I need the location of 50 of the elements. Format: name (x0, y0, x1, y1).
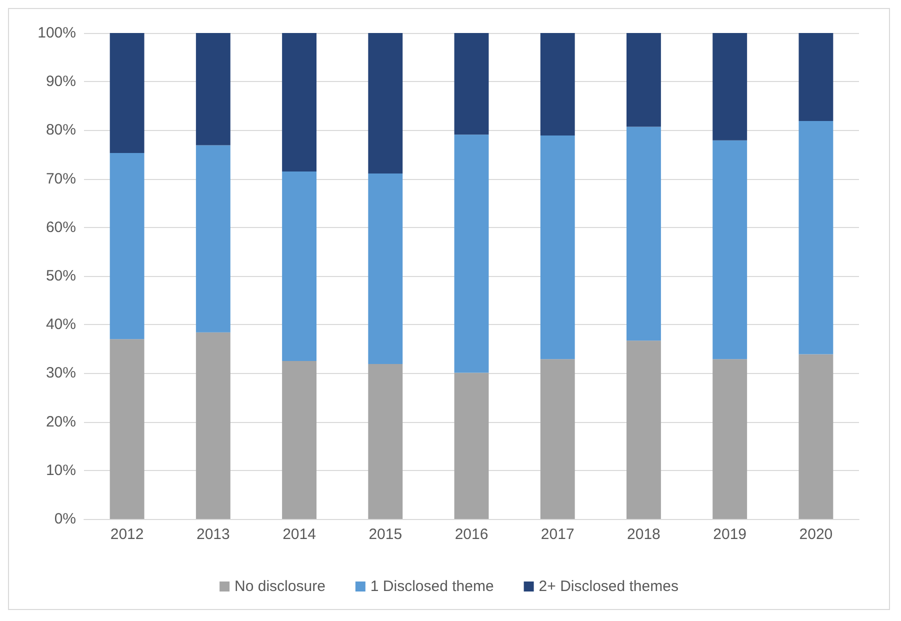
y-tick-label: 30% (46, 364, 76, 382)
bar (196, 145, 230, 332)
x-tick-label: 2014 (282, 526, 316, 543)
x-tick-label: 2013 (196, 526, 230, 543)
x-tick-label: 2016 (454, 526, 488, 543)
bar (626, 340, 661, 519)
bar (540, 33, 575, 136)
bar (196, 33, 230, 146)
y-tick-label: 90% (46, 73, 76, 90)
x-tick-label: 2018 (627, 526, 660, 543)
x-tick-label: 2017 (540, 526, 574, 543)
bar (798, 354, 834, 519)
bar (712, 140, 748, 360)
bar (368, 364, 403, 519)
y-tick-label: 100% (38, 24, 76, 42)
y-tick-label: 20% (46, 413, 76, 430)
bar (798, 33, 834, 121)
bar (368, 173, 403, 364)
x-tick-label: 2012 (110, 526, 144, 543)
bar (282, 172, 316, 362)
y-tick-label: 70% (46, 170, 76, 188)
bar (454, 33, 489, 135)
bar (712, 33, 748, 140)
legend-label: 1 Disclosed theme (370, 578, 494, 595)
bar (540, 136, 575, 360)
bar (454, 372, 489, 519)
x-tick-label: 2015 (368, 526, 402, 543)
bar (110, 339, 144, 519)
bar (282, 33, 316, 172)
bar (282, 361, 316, 519)
legend-label: No disclosure (234, 578, 326, 595)
x-tick-label: 2019 (713, 526, 747, 543)
bar (798, 120, 834, 354)
bar (626, 126, 661, 341)
bar (110, 33, 144, 154)
bar (368, 33, 403, 174)
x-tick-label: 2020 (799, 526, 833, 543)
bar (110, 153, 144, 340)
bar (454, 134, 489, 373)
y-tick-label: 50% (46, 268, 76, 284)
bar (712, 359, 748, 519)
legend-label: 2+ Disclosed themes (538, 578, 678, 595)
y-tick-label: 10% (46, 462, 76, 479)
y-tick-label: 40% (46, 316, 76, 334)
y-tick-label: 0% (54, 510, 76, 528)
bar (626, 33, 661, 127)
bar (540, 359, 575, 519)
bar (196, 332, 230, 519)
y-tick-label: 60% (46, 218, 76, 236)
y-tick-label: 80% (46, 122, 76, 139)
